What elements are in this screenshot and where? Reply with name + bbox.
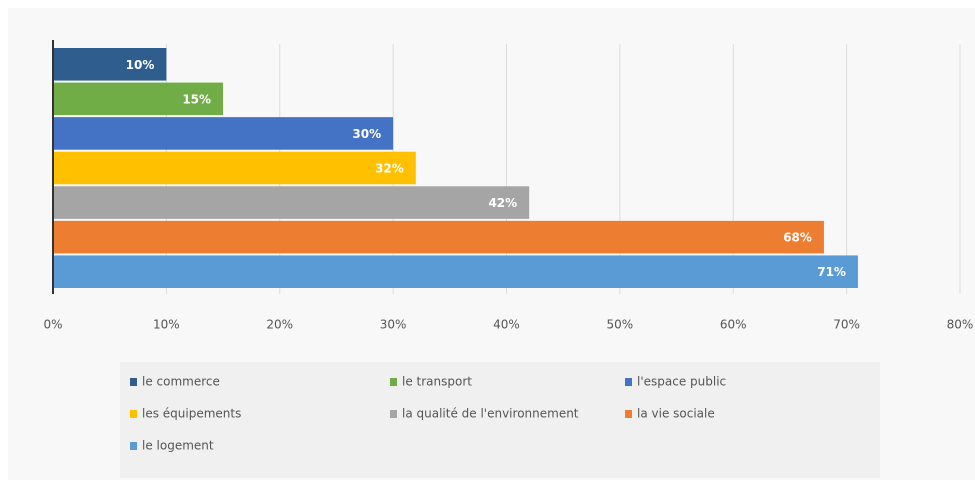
x-tick-label: 80% [947, 318, 974, 332]
x-tick-label: 40% [493, 318, 520, 332]
x-tick-label: 60% [720, 318, 747, 332]
value-label: 71% [817, 265, 846, 279]
value-label: 32% [375, 162, 404, 176]
bar [53, 48, 167, 81]
legend-swatch [130, 410, 137, 418]
legend-swatch [390, 378, 397, 386]
legend-swatch [130, 378, 137, 386]
legend-swatch [625, 410, 632, 418]
bar [53, 186, 530, 219]
value-label: 10% [126, 58, 155, 72]
legend-swatch [130, 442, 137, 450]
legend-box [120, 362, 880, 478]
bar [53, 82, 224, 116]
x-tick-label: 0% [43, 318, 62, 332]
bar [53, 255, 858, 288]
legend-label: l'espace public [637, 375, 726, 389]
legend-label: la qualité de l'environnement [402, 407, 579, 421]
x-tick-label: 70% [833, 318, 860, 332]
legend-label: la vie sociale [637, 407, 715, 421]
value-label: 30% [352, 127, 381, 141]
legend-swatch [625, 378, 632, 386]
x-tick-label: 30% [380, 318, 407, 332]
bar [53, 220, 824, 254]
bar [53, 117, 394, 150]
legend-label: le logement [142, 439, 214, 453]
bar [53, 151, 416, 185]
x-tick-label: 10% [153, 318, 180, 332]
legend-swatch [390, 410, 397, 418]
value-label: 68% [783, 231, 812, 245]
legend-label: le transport [402, 375, 472, 389]
legend-label: les équipements [142, 407, 241, 421]
x-tick-label: 20% [266, 318, 293, 332]
value-label: 15% [182, 92, 211, 106]
value-label: 42% [488, 196, 517, 210]
legend-label: le commerce [142, 375, 220, 389]
x-tick-label: 50% [607, 318, 634, 332]
